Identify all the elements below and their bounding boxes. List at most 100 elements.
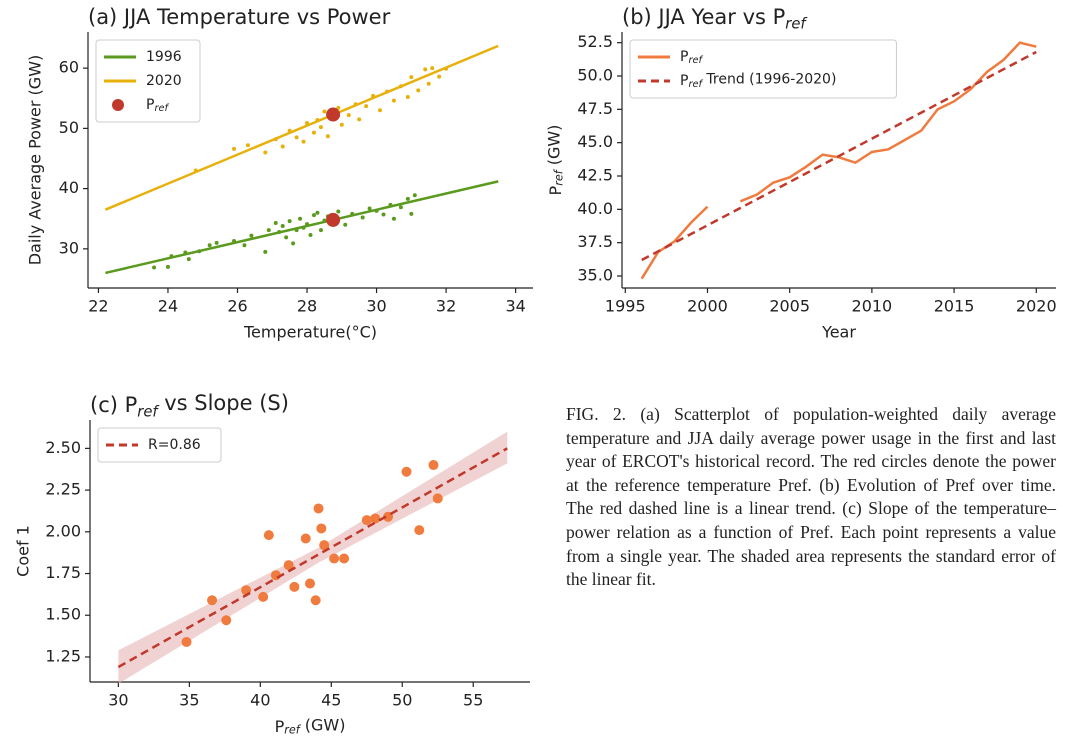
x-tick-label: 45 <box>321 691 341 710</box>
y-axis-label-part: P <box>546 185 565 195</box>
y-tick-label: 50.0 <box>577 66 613 85</box>
x-tick-label: 40 <box>250 691 270 710</box>
point <box>357 117 362 122</box>
point <box>391 216 396 221</box>
chart-title-subscript: ref <box>137 403 160 420</box>
y-tick-label: 52.5 <box>577 32 613 51</box>
marker <box>326 212 341 227</box>
legend-label-subscript: ref <box>688 55 703 66</box>
x-tick-label: 28 <box>297 297 317 316</box>
x-tick-label: 30 <box>108 691 128 710</box>
x-axis-label: Pref (GW) <box>275 715 346 736</box>
x-tick-label: 2000 <box>687 297 728 316</box>
point <box>370 513 381 524</box>
y-tick-label: 37.5 <box>577 232 613 251</box>
point <box>401 466 412 477</box>
point <box>322 109 327 114</box>
legend-label: Pref <box>680 49 704 66</box>
point <box>381 212 386 217</box>
point <box>325 134 330 139</box>
chart-title: (a) JJA Temperature vs Power <box>88 5 391 29</box>
point <box>391 98 396 103</box>
x-tick-label: 30 <box>366 297 386 316</box>
x-tick-label: 2010 <box>852 297 893 316</box>
point <box>316 523 327 534</box>
point <box>298 216 303 221</box>
y-tick-label: 1.50 <box>45 605 81 624</box>
legend-label: 1996 <box>146 49 182 65</box>
point <box>426 81 431 86</box>
trend-line <box>641 50 1037 262</box>
point <box>273 220 278 225</box>
line <box>105 180 499 275</box>
y-tick-label: 2.25 <box>45 480 81 499</box>
point <box>430 66 435 71</box>
y-tick-label: 45.0 <box>577 132 613 151</box>
x-tick-label: 34 <box>505 297 525 316</box>
chart-title: (c) Pref vs Slope (S) <box>90 391 289 420</box>
point <box>367 206 372 211</box>
point <box>311 213 316 218</box>
x-tick-label: 2020 <box>1016 297 1057 316</box>
legend-label: 2020 <box>146 73 182 89</box>
y-axis-label: Daily Average Power (GW) <box>26 55 45 266</box>
point <box>313 503 324 514</box>
point <box>245 143 250 148</box>
point <box>258 591 269 602</box>
legend-label-subscript: ref <box>688 79 703 90</box>
point <box>412 193 417 198</box>
point <box>360 215 365 220</box>
legend-box <box>97 427 222 463</box>
x-tick-label: 35 <box>179 691 199 710</box>
y-axis-label: Pref (GW) <box>544 125 565 196</box>
y-axis-label: Coef 1 <box>14 525 33 577</box>
y-tick-label: 35.0 <box>577 266 613 285</box>
point <box>409 211 414 216</box>
chart-title: (b) JJA Year vs Pref <box>622 5 808 32</box>
line <box>104 44 499 211</box>
legend-label: R=0.86 <box>148 437 201 453</box>
point <box>263 150 268 155</box>
point <box>186 257 191 262</box>
x-tick-label: 50 <box>392 691 412 710</box>
legend-marker <box>112 99 124 111</box>
x-tick-label: 55 <box>463 691 483 710</box>
point <box>165 264 170 269</box>
y-axis-label-subscript: ref <box>552 168 565 185</box>
point <box>280 144 285 149</box>
legend-label-part: P <box>680 73 688 89</box>
point <box>398 205 403 210</box>
legend-label: Pref Trend (1996-2020) <box>680 72 836 90</box>
chart-title-subscript: ref <box>785 15 808 32</box>
line <box>640 41 1037 280</box>
x-axis-label: Year <box>821 323 856 342</box>
point <box>336 209 341 214</box>
point <box>249 233 254 238</box>
point <box>283 560 294 571</box>
point <box>319 540 330 551</box>
point <box>207 243 212 248</box>
chart-title-part: (b) JJA Year vs P <box>622 5 785 29</box>
point <box>294 135 299 140</box>
point <box>405 95 410 100</box>
x-tick-label: 26 <box>227 297 247 316</box>
x-tick-label: 32 <box>436 297 456 316</box>
point <box>207 595 218 606</box>
point <box>310 595 321 606</box>
point <box>300 533 311 544</box>
legend-label-part: P <box>146 97 154 113</box>
point <box>301 139 306 144</box>
point <box>280 223 285 228</box>
y-tick-label: 40.0 <box>577 199 613 218</box>
x-axis-label-part: P <box>275 717 285 736</box>
point <box>428 460 439 471</box>
point <box>414 525 425 536</box>
marker <box>326 107 341 122</box>
legend-label-part: Trend (1996-2020) <box>702 72 836 88</box>
point <box>361 515 372 526</box>
x-axis-label: Temperature(°C) <box>243 323 377 342</box>
point <box>336 105 341 110</box>
point <box>311 130 316 135</box>
point <box>232 146 237 151</box>
point <box>432 493 443 504</box>
